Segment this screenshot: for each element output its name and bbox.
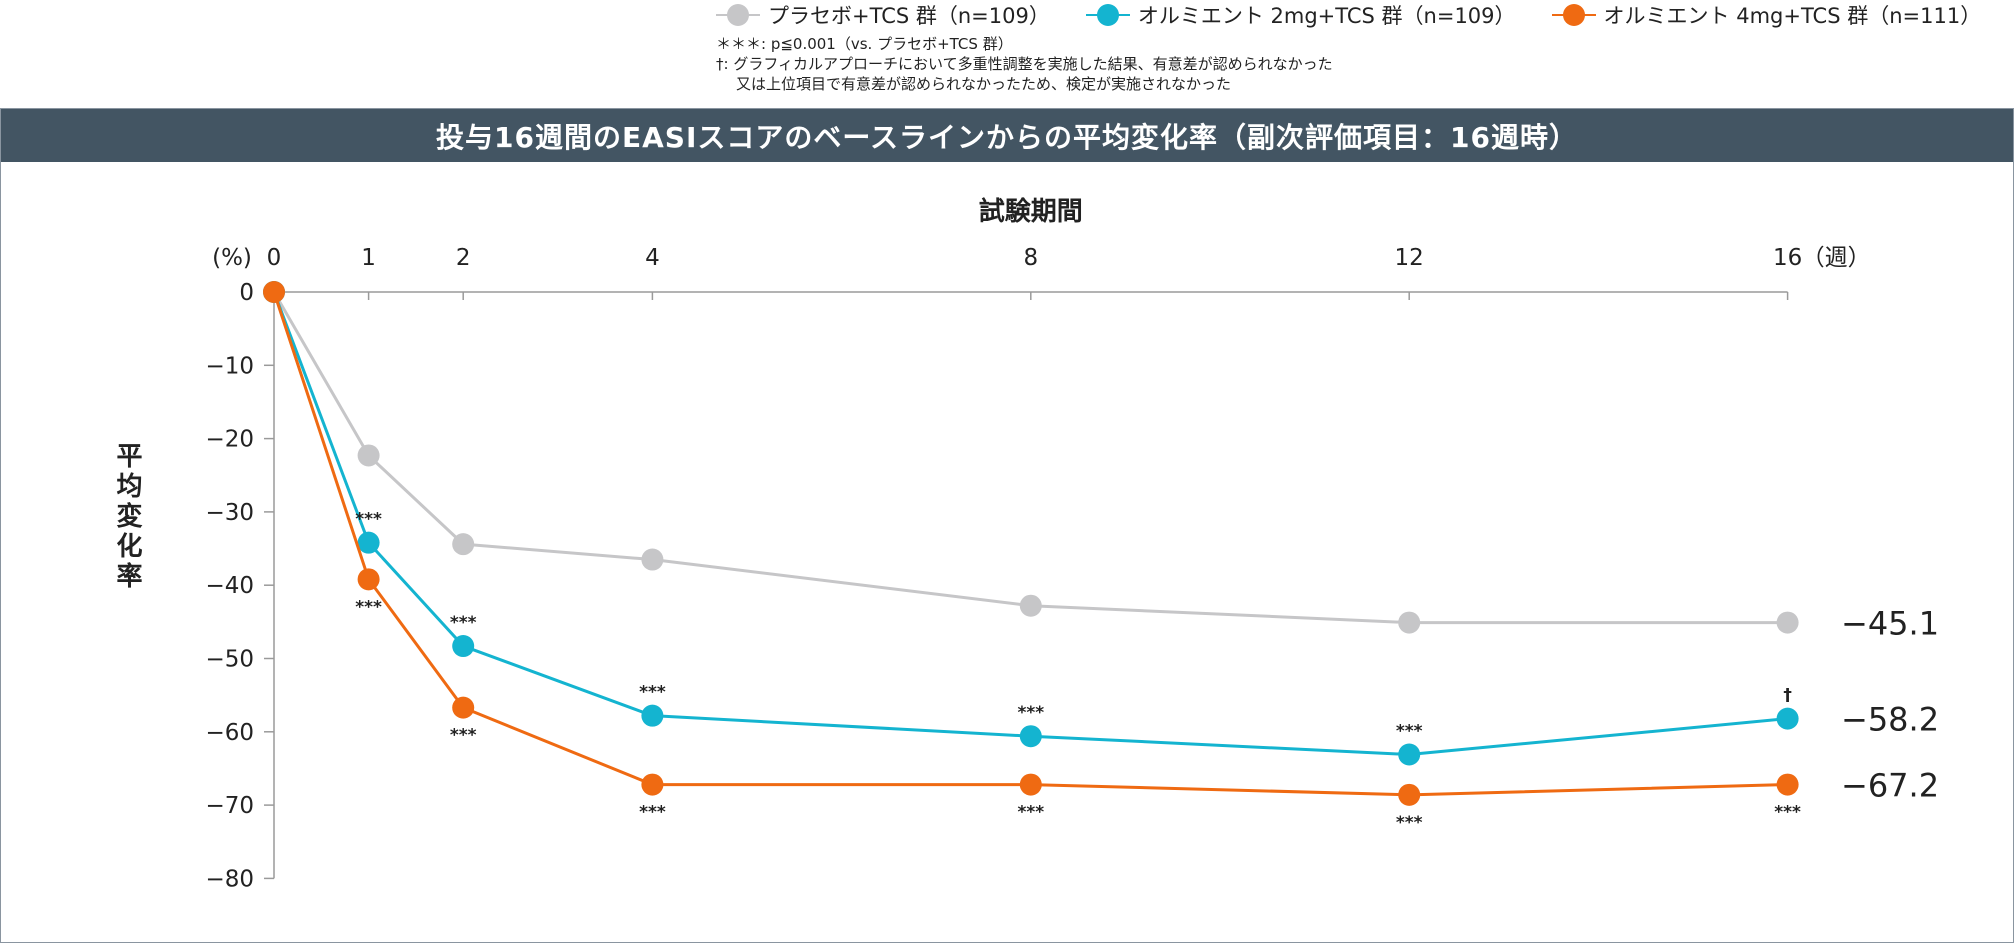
significance-mark: *** — [1396, 813, 1423, 833]
legend-swatch-4mg — [1551, 4, 1596, 26]
significance-mark: *** — [639, 803, 666, 823]
x-tick-label: 2 — [456, 245, 471, 271]
legend: プラセボ+TCS 群（n=109） オルミエント 2mg+TCS 群（n=109… — [716, 0, 2016, 30]
footnote-significance: ＊＊＊: p≦0.001（vs. プラセボ+TCS 群） — [716, 35, 1013, 53]
line-chart: 0−10−20−30−40−50−60−70−800 1 2 4 8 12 16(%) （週）… — [112, 196, 1939, 892]
x-axis-title: 試験期間 — [979, 196, 1083, 227]
data-point-series-2 — [452, 696, 475, 719]
x-tick-label: 0 — [267, 245, 282, 271]
y-tick-label: 0 — [239, 280, 254, 306]
data-point-series-1 — [357, 531, 380, 554]
legend-item-4mg: オルミエント 4mg+TCS 群（n=111） — [1551, 0, 1982, 30]
data-point-series-1 — [1776, 707, 1799, 730]
data-point-series-0 — [1776, 611, 1799, 634]
significance-mark: *** — [355, 510, 382, 530]
footnote-dagger-continued: 又は上位項目で有意差が認められなかったため、検定が実施されなかった — [736, 75, 1232, 93]
footnotes: ＊＊＊: p≦0.001（vs. プラセボ+TCS 群） †: グラフィカルアプ… — [716, 34, 1333, 94]
y-tick-label: −80 — [205, 866, 254, 892]
data-point-series-1 — [452, 635, 475, 658]
end-value-label-2: −67.2 — [1841, 767, 1939, 805]
significance-mark: *** — [1017, 803, 1044, 823]
data-point-series-1 — [1398, 743, 1421, 766]
x-tick-label: 1 — [361, 245, 376, 271]
data-point-series-0 — [357, 444, 380, 467]
significance-mark: † — [1783, 686, 1792, 706]
data-point-series-0 — [452, 533, 475, 556]
series-line-0 — [272, 291, 1788, 625]
significance-mark: *** — [639, 683, 666, 703]
significance-mark: *** — [450, 726, 477, 746]
data-point-series-2 — [1776, 773, 1799, 796]
data-point-series-2 — [357, 568, 380, 591]
legend-item-2mg: オルミエント 2mg+TCS 群（n=109） — [1085, 0, 1516, 30]
series-line-1 — [272, 291, 1788, 757]
data-point-series-2 — [1398, 783, 1421, 806]
data-point-series-2 — [263, 281, 285, 303]
data-point-series-2 — [641, 773, 664, 796]
y-axis-title: 平均変化率 — [112, 442, 142, 592]
legend-swatch-2mg — [1085, 4, 1130, 26]
footnote-dagger: †: グラフィカルアプローチにおいて多重性調整を実施した結果、有意差が認められな… — [716, 55, 1333, 73]
data-point-series-0 — [1019, 594, 1042, 617]
data-point-series-1 — [1019, 725, 1042, 748]
x-tick-label: 4 — [645, 245, 660, 271]
data-point-series-0 — [641, 548, 664, 571]
significance-mark: *** — [355, 597, 382, 617]
data-point-series-0 — [1398, 611, 1421, 634]
x-unit-label: （週） — [1802, 245, 1871, 271]
legend-swatch-placebo — [716, 4, 760, 26]
significance-mark: *** — [1774, 803, 1801, 823]
x-tick-label: 16 — [1773, 245, 1802, 271]
x-tick-label: 8 — [1023, 245, 1038, 271]
y-tick-label: −10 — [205, 353, 254, 379]
legend-label-2mg: オルミエント 2mg+TCS 群（n=109） — [1137, 4, 1516, 28]
data-point-series-2 — [1019, 773, 1042, 796]
y-tick-label: −70 — [205, 793, 254, 819]
data-point-series-1 — [641, 704, 664, 727]
y-tick-label: −20 — [205, 427, 254, 453]
chart-title: 投与16週間のEASIスコアのベースラインからの平均変化率（副次評価項目：16週… — [1, 109, 2013, 162]
y-unit-label: (%) — [212, 245, 252, 271]
y-tick-label: −60 — [205, 720, 254, 746]
legend-label-placebo: プラセボ+TCS 群（n=109） — [768, 4, 1050, 28]
chart-panel: 投与16週間のEASIスコアのベースラインからの平均変化率（副次評価項目：16週… — [0, 108, 2014, 943]
end-value-label-1: −58.2 — [1841, 701, 1939, 739]
y-tick-label: −30 — [205, 500, 254, 526]
x-tick-label: 12 — [1395, 245, 1424, 271]
legend-label-4mg: オルミエント 4mg+TCS 群（n=111） — [1603, 4, 1982, 28]
legend-item-placebo: プラセボ+TCS 群（n=109） — [716, 0, 1050, 30]
end-value-label-0: −45.1 — [1841, 605, 1939, 643]
significance-mark: *** — [1396, 722, 1423, 742]
significance-mark: *** — [1017, 703, 1044, 723]
significance-mark: *** — [450, 613, 477, 633]
y-tick-label: −50 — [205, 647, 254, 673]
y-tick-label: −40 — [205, 573, 254, 599]
